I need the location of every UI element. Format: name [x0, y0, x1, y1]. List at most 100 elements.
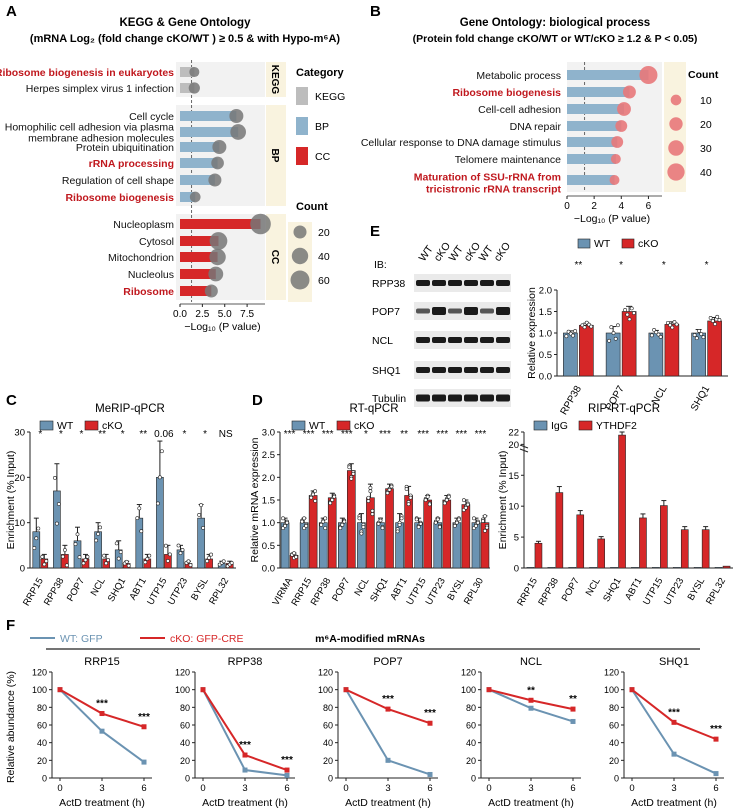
data-point [370, 508, 375, 513]
count-dot [208, 266, 224, 282]
y-tick-label: 2.0 [262, 473, 275, 484]
y-tick-label: 40 [609, 738, 619, 748]
count-dot [189, 66, 200, 78]
data-point [404, 487, 409, 491]
series-marker [713, 771, 719, 777]
y-tick-label: 100 [318, 685, 333, 695]
data-point [205, 559, 210, 564]
data-point [437, 525, 442, 529]
y-axis-label: Enrichment (% Input) [497, 451, 509, 550]
legend-count-label: 30 [700, 143, 712, 155]
x-tick-label: 6 [646, 201, 652, 212]
data-point [713, 322, 717, 326]
legend-count-label: 20 [700, 119, 712, 131]
category-label: Ribosome biogenesis in eukaryotes [0, 67, 174, 79]
significance-label: *** [281, 755, 293, 766]
x-tick-label: 0 [486, 783, 491, 794]
y-tick-label: 0 [614, 774, 619, 784]
x-tick-label: 6 [141, 783, 146, 794]
y-tick-label: 120 [318, 668, 333, 678]
y-tick-label: 80 [37, 703, 47, 713]
series-marker [570, 706, 576, 712]
count-dot [615, 120, 628, 132]
y-tick-label: 40 [37, 738, 47, 748]
panel-letter-b: B [370, 3, 381, 20]
legend-label: YTHDF2 [596, 420, 637, 432]
bar [526, 567, 535, 569]
legend-count-label: 20 [318, 227, 330, 239]
significance-label: ** [98, 429, 106, 440]
data-point [444, 498, 449, 502]
legend-swatch [296, 87, 308, 105]
y-axis-label: Enrichment (% Input) [5, 451, 17, 550]
series-marker [99, 711, 105, 717]
data-point [632, 311, 636, 315]
y-tick-label: 100 [604, 685, 619, 695]
data-point [652, 328, 656, 332]
bar [180, 192, 196, 202]
series-marker [343, 687, 349, 693]
legend-label-cko: cKO [638, 238, 658, 250]
bar [452, 522, 462, 569]
x-tick-label: 4 [619, 201, 625, 212]
bar [180, 286, 212, 296]
data-point [425, 494, 430, 499]
bar [461, 504, 471, 569]
y-axis-label: Relative mRNA expression [249, 437, 261, 562]
data-point [342, 519, 347, 524]
bar [576, 514, 585, 569]
legend-label: KEGG [315, 91, 345, 103]
panel-letter-a: A [6, 3, 17, 20]
category-label: BYSL [686, 576, 708, 603]
data-point [77, 555, 82, 560]
significance-label: *** [284, 429, 296, 440]
category-label: SHQ1 [106, 576, 128, 604]
category-label: Homophilic cell adhesion via plasma [5, 122, 174, 134]
significance-label: *** [303, 429, 315, 440]
data-point [73, 542, 78, 546]
y-tick-label: 5 [514, 533, 519, 544]
data-point [304, 524, 309, 528]
x-tick-label: 7.5 [240, 309, 254, 320]
data-point [36, 526, 41, 531]
panel-title: RT-qPCR [350, 403, 399, 415]
count-dot [208, 173, 222, 187]
legend-count-dot [668, 140, 684, 156]
data-point [708, 315, 713, 320]
bar [156, 477, 164, 569]
blot-band [496, 394, 510, 402]
data-point [102, 553, 107, 558]
series-marker [141, 759, 147, 765]
data-point [472, 516, 476, 521]
significance-label: * [183, 429, 187, 440]
data-point [699, 332, 704, 336]
data-point [416, 525, 421, 529]
count-dot [189, 191, 201, 203]
bar [180, 269, 216, 279]
data-point [178, 551, 183, 556]
y-tick-label: 3.0 [262, 428, 275, 439]
blot-band [448, 367, 462, 373]
data-point [361, 525, 366, 529]
x-tick-label: 2.5 [195, 309, 209, 320]
blot-membrane [414, 302, 511, 320]
significance-label: *** [456, 429, 468, 440]
x-tick-label: 3 [671, 783, 676, 794]
data-point [201, 526, 206, 530]
data-point [609, 325, 614, 330]
bar [568, 567, 577, 569]
data-point [199, 503, 204, 507]
data-point [188, 563, 193, 567]
bar [94, 531, 102, 569]
bar [567, 70, 649, 80]
group-strip-kegg [266, 62, 286, 97]
bar [180, 236, 219, 246]
group-label-kegg: KEGG [269, 65, 280, 95]
category-label: Cell cycle [129, 111, 174, 123]
blot-band [448, 337, 462, 343]
bar [707, 320, 722, 377]
bar [660, 505, 668, 569]
y-tick-label: 1.5 [539, 307, 552, 318]
count-dot [250, 213, 271, 235]
